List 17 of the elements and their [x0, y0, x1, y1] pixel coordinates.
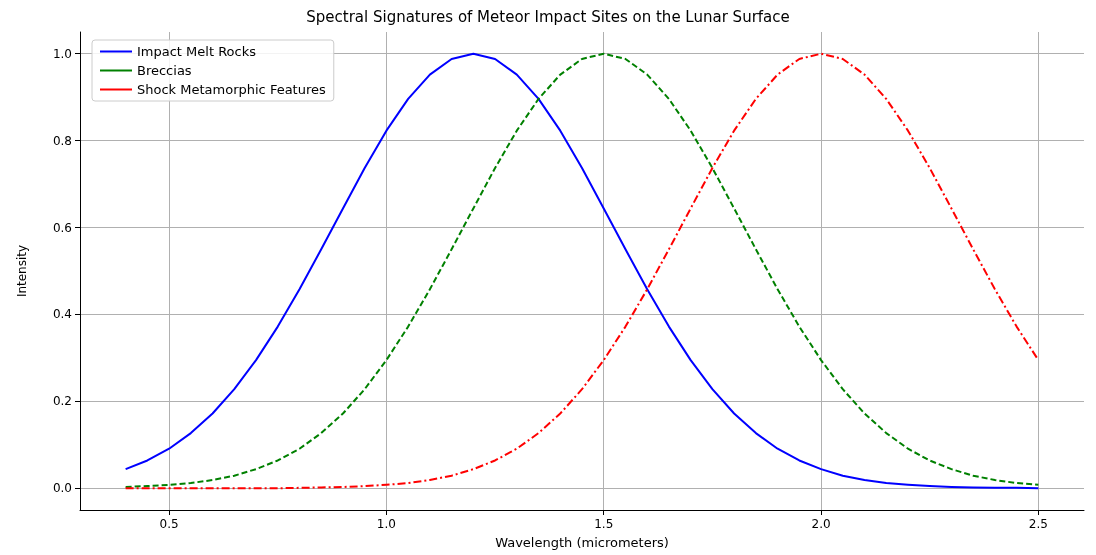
- legend-label: Impact Melt Rocks: [137, 44, 257, 59]
- chart-title: Spectral Signatures of Meteor Impact Sites on the Lunar Surface: [306, 7, 790, 26]
- y-tick-label: 0.0: [52, 481, 72, 496]
- y-tick-label: 0.8: [52, 133, 72, 148]
- x-tick-label: 2.0: [811, 517, 831, 531]
- x-tick-label: 2.5: [1028, 517, 1048, 531]
- y-tick-label: 0.2: [52, 394, 72, 409]
- x-tick-label: 1.0: [376, 517, 396, 531]
- legend-label: Breccias: [137, 63, 192, 78]
- y-tick-label: 0.4: [52, 307, 72, 322]
- y-tick-label: 0.6: [52, 220, 72, 235]
- legend-label: Shock Metamorphic Features: [137, 82, 326, 97]
- y-tick-label: 1.0: [52, 46, 72, 61]
- x-tick-label: 1.5: [594, 517, 614, 531]
- x-tick-label: 0.5: [159, 517, 179, 531]
- y-axis-title: Intensity: [15, 244, 29, 298]
- x-axis-title: Wavelength (micrometers): [495, 535, 669, 550]
